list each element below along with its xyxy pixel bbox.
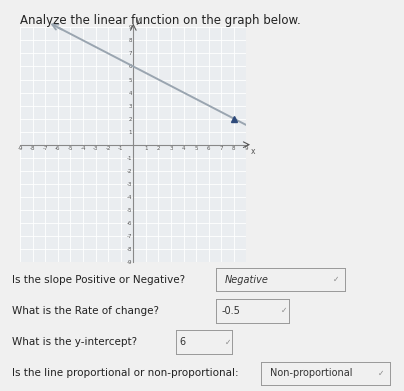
- Text: ✓: ✓: [225, 337, 231, 347]
- Text: Is the slope Positive or Negative?: Is the slope Positive or Negative?: [12, 274, 185, 285]
- Text: What is the y-intercept?: What is the y-intercept?: [12, 337, 137, 347]
- Text: x: x: [250, 147, 255, 156]
- Text: Is the line proportional or non-proportional:: Is the line proportional or non-proporti…: [12, 368, 239, 378]
- Text: 6: 6: [180, 337, 186, 347]
- Text: ✓: ✓: [333, 275, 339, 284]
- Text: ✓: ✓: [378, 369, 384, 378]
- Text: What is the Rate of change?: What is the Rate of change?: [12, 306, 159, 316]
- Text: y: y: [135, 16, 140, 25]
- Text: Non-proportional: Non-proportional: [269, 368, 352, 378]
- Text: -0.5: -0.5: [221, 306, 240, 316]
- Text: Analyze the linear function on the graph below.: Analyze the linear function on the graph…: [20, 14, 301, 27]
- Text: Negative: Negative: [225, 274, 269, 285]
- Text: ✓: ✓: [281, 306, 287, 316]
